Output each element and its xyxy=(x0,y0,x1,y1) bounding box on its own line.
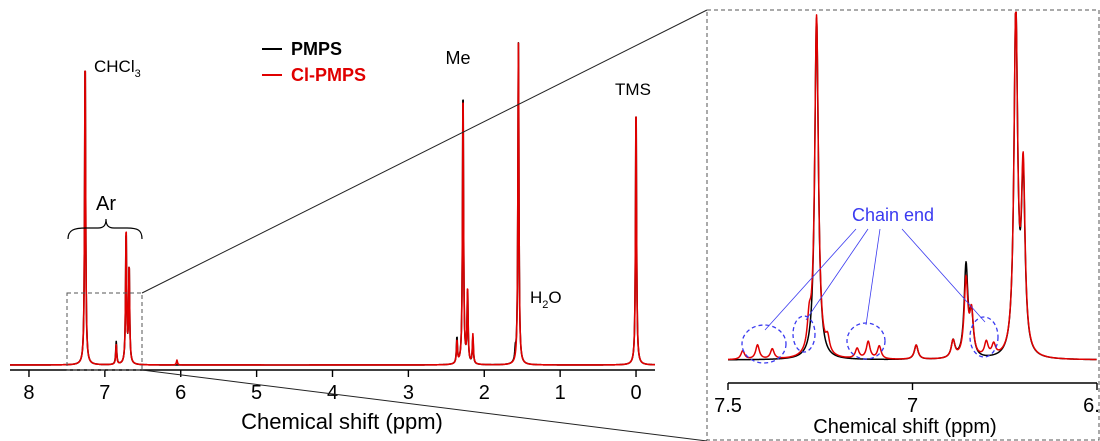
me-label: Me xyxy=(445,48,470,68)
tms-label: TMS xyxy=(615,80,651,99)
ar-label: Ar xyxy=(96,193,116,215)
inset-series-group xyxy=(727,11,1098,361)
legend: PMPS Cl-PMPS xyxy=(262,39,366,85)
h2o-label: H2O xyxy=(530,288,562,311)
x-tick-label: 0 xyxy=(630,382,641,404)
main-x-ticks: 8 7 6 5 4 3 2 1 0 xyxy=(23,370,642,404)
chain-end-circle xyxy=(969,316,999,358)
x-tick-label: 7.5 xyxy=(714,395,742,417)
x-tick-label: 7 xyxy=(99,382,110,404)
chain-end-circle xyxy=(741,324,787,364)
chain-end-circle xyxy=(846,322,886,360)
chain-end-pointers xyxy=(764,228,986,331)
chain-end-label: Chain end xyxy=(852,205,934,225)
chain-end-pointer xyxy=(865,228,881,326)
series-line-cl-pmps xyxy=(727,11,1098,361)
zoom-connector-bottom xyxy=(141,369,708,441)
legend-cl-pmps-label: Cl-PMPS xyxy=(291,65,366,85)
x-tick-label: 2 xyxy=(479,382,490,404)
x-tick-label: 5 xyxy=(251,382,262,404)
inset-x-ticks: 7.5 7 6.5 xyxy=(714,383,1100,417)
main-series-group xyxy=(9,42,656,366)
inset-spectrum-panel: 7.5 7 6.5 Chemical shift (ppm) Chain end xyxy=(706,9,1100,441)
x-tick-label: 4 xyxy=(327,382,338,404)
inset-x-axis-title: Chemical shift (ppm) xyxy=(813,416,996,438)
inset-frame xyxy=(706,9,1100,441)
x-tick-label: 3 xyxy=(403,382,414,404)
chcl3-label: CHCl3 xyxy=(94,57,141,80)
zoom-region-box xyxy=(66,292,143,371)
x-tick-label: 7 xyxy=(907,395,918,417)
x-tick-label: 6 xyxy=(175,382,186,404)
chain-end-pointer xyxy=(901,228,986,323)
legend-pmps-label: PMPS xyxy=(291,39,342,59)
main-x-axis-title: Chemical shift (ppm) xyxy=(241,409,443,434)
x-tick-label: 6.5 xyxy=(1083,395,1100,417)
x-tick-label: 1 xyxy=(555,382,566,404)
x-tick-label: 8 xyxy=(23,382,34,404)
chain-end-pointer xyxy=(805,228,869,321)
chain-end-circle xyxy=(792,315,816,353)
ar-brace xyxy=(67,218,143,240)
series-line-cl-pmps xyxy=(9,42,656,366)
zoom-connector-top xyxy=(141,9,708,294)
chain-end-pointer xyxy=(764,228,857,331)
